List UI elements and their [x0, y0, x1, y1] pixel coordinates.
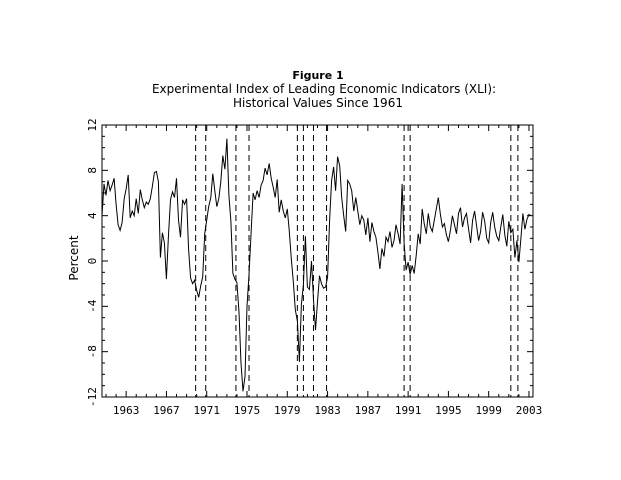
y-tick-label: -8: [86, 345, 99, 358]
axis-ticks: [102, 124, 533, 398]
chart-title: Experimental Index of Leading Economic I…: [152, 82, 496, 96]
chart-subtitle: Historical Values Since 1961: [233, 96, 403, 110]
y-tick-label: 8: [86, 167, 99, 174]
x-tick-label: 1983: [314, 404, 341, 417]
x-tick-label: 1995: [435, 404, 462, 417]
figure-label: Figure 1: [292, 69, 343, 82]
xli-series-line: [101, 138, 532, 392]
plot-frame: [101, 124, 534, 398]
x-tick-label: 2003: [516, 404, 543, 417]
y-tick-label: 0: [86, 258, 99, 265]
recession-lines: [195, 125, 519, 397]
x-tick-label: 1971: [193, 404, 220, 417]
x-tick-label: 1987: [355, 404, 382, 417]
x-tick-labels: 1963 1967 1971 1975 1979 1983 1987 1991 1995 1999…: [113, 404, 542, 417]
y-axis-label: Percent: [67, 235, 81, 280]
x-tick-label: 1963: [113, 404, 140, 417]
x-tick-label: 1999: [475, 404, 502, 417]
y-tick-label: 4: [86, 212, 99, 219]
x-tick-label: 1975: [234, 404, 261, 417]
y-tick-label: -12: [86, 387, 99, 407]
y-tick-labels: -12 -8 -4 0 4 8 12: [86, 118, 99, 407]
x-tick-label: 1979: [274, 404, 301, 417]
x-tick-label: 1991: [395, 404, 422, 417]
x-tick-label: 1967: [153, 404, 180, 417]
y-tick-label: 12: [86, 118, 99, 131]
y-tick-label: -4: [86, 299, 99, 313]
